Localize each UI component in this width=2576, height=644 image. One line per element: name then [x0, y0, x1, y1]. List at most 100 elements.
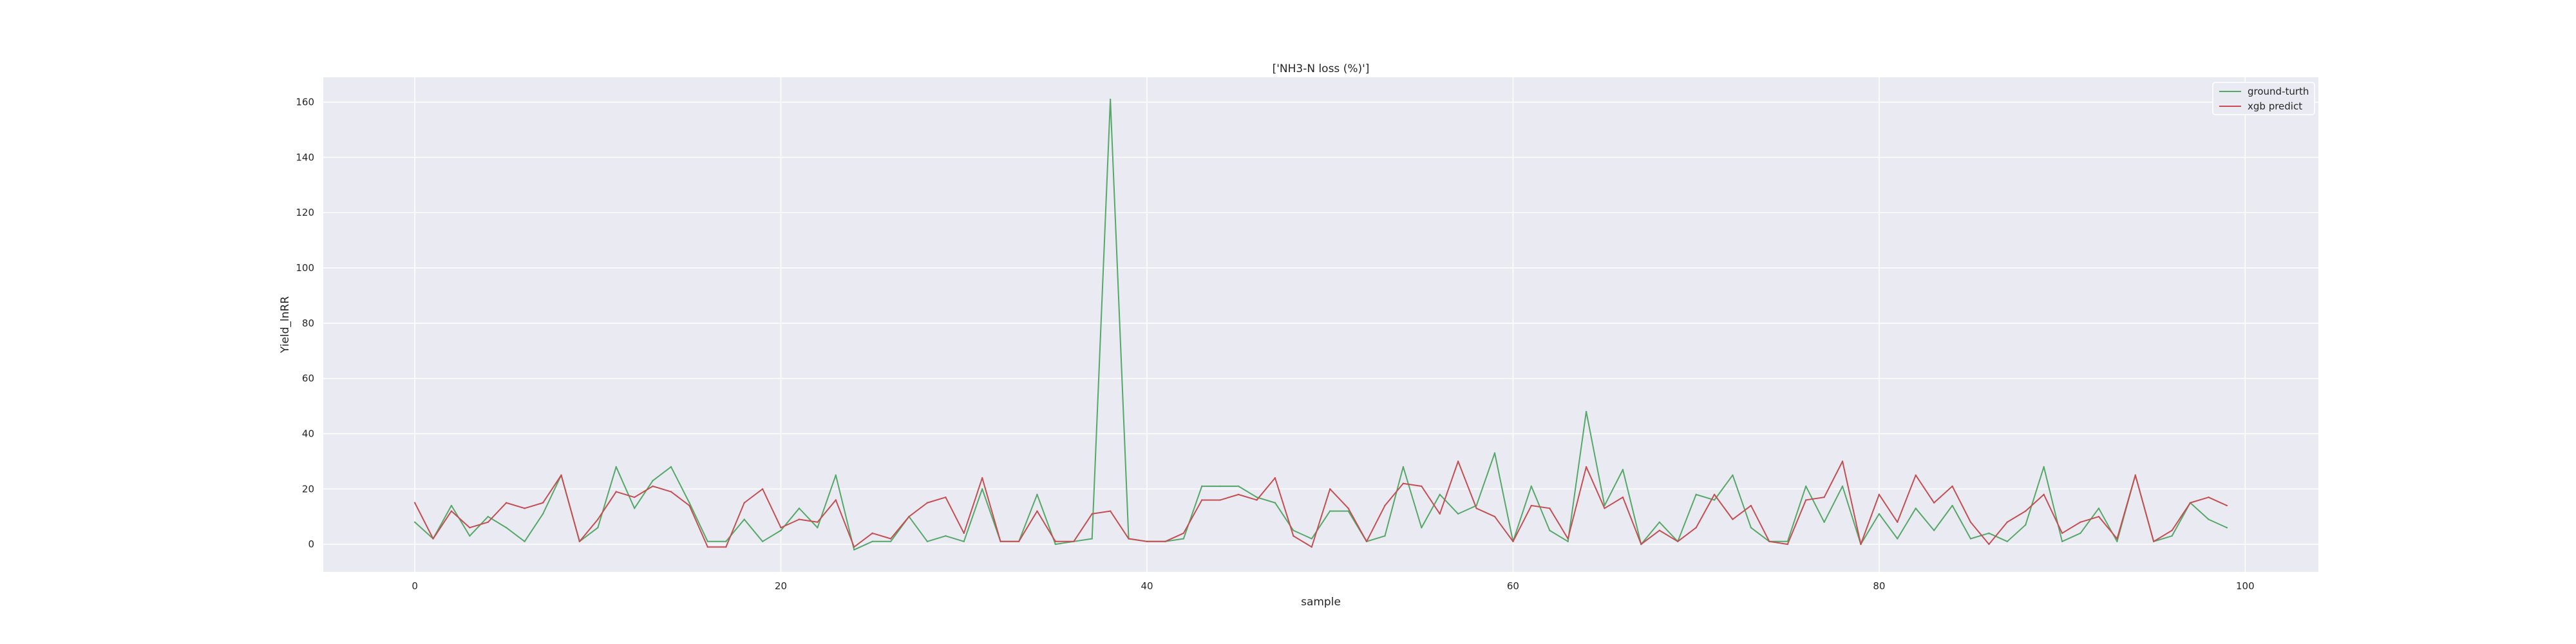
data-point-xgb-predict [1091, 513, 1093, 515]
data-point-xgb-predict [835, 499, 837, 501]
data-point-xgb-predict [506, 502, 507, 504]
data-point-ground-turth [1293, 529, 1294, 531]
data-point-ground-turth [2098, 507, 2100, 509]
data-point-xgb-predict [1567, 538, 1569, 540]
data-point-ground-turth [780, 529, 782, 531]
x-axis-label: sample [1301, 596, 1341, 609]
data-point-xgb-predict [1182, 532, 1185, 535]
data-point-ground-turth [1604, 504, 1605, 507]
data-point-ground-turth [1237, 485, 1240, 488]
data-point-xgb-predict [2208, 496, 2210, 498]
data-point-ground-turth [413, 521, 416, 523]
data-point-xgb-predict [1622, 496, 1624, 498]
x-tick-label: 0 [412, 580, 418, 592]
data-point-ground-turth [615, 466, 617, 468]
grid-lines [323, 77, 2318, 572]
data-point-ground-turth [450, 504, 453, 507]
data-point-xgb-predict [1897, 521, 1899, 523]
data-point-xgb-predict [1493, 515, 1496, 518]
data-point-xgb-predict [578, 540, 581, 543]
data-point-ground-turth [889, 540, 892, 543]
data-point-xgb-predict [1786, 543, 1788, 545]
data-point-xgb-predict [2061, 532, 2063, 535]
data-point-xgb-predict [633, 496, 636, 498]
data-point-ground-turth [963, 540, 965, 543]
data-point-ground-turth [2061, 540, 2063, 543]
data-point-xgb-predict [1951, 485, 1953, 488]
data-point-ground-turth [1841, 485, 1844, 488]
data-point-xgb-predict [2043, 493, 2045, 496]
data-point-ground-turth [1750, 527, 1752, 529]
data-point-xgb-predict [1732, 518, 1734, 520]
data-point-xgb-predict [1677, 540, 1679, 543]
data-point-ground-turth [853, 549, 855, 551]
data-point-xgb-predict [1439, 513, 1441, 515]
data-point-ground-turth [1786, 540, 1788, 543]
data-point-ground-turth [706, 540, 709, 543]
data-point-xgb-predict [1878, 493, 1880, 496]
data-point-xgb-predict [1018, 540, 1020, 543]
data-point-xgb-predict [2116, 538, 2118, 540]
y-tick-label: 120 [296, 207, 314, 218]
data-point-xgb-predict [2153, 540, 2155, 543]
data-point-xgb-predict [1073, 540, 1075, 543]
data-point-ground-turth [1457, 513, 1459, 515]
data-point-xgb-predict [2079, 521, 2081, 523]
data-point-xgb-predict [999, 540, 1001, 543]
data-point-xgb-predict [487, 521, 489, 523]
data-point-ground-turth [1219, 485, 1221, 488]
data-point-ground-turth [1804, 485, 1807, 488]
data-point-ground-turth [2025, 524, 2027, 526]
data-point-xgb-predict [1658, 529, 1661, 531]
data-point-ground-turth [506, 527, 507, 529]
data-point-xgb-predict [889, 538, 892, 540]
data-point-xgb-predict [963, 532, 965, 535]
data-point-ground-turth [670, 466, 672, 468]
data-point-xgb-predict [1036, 510, 1038, 512]
legend-label-ground-turth: ground-turth [2248, 86, 2309, 97]
data-point-xgb-predict [1219, 499, 1221, 501]
data-point-xgb-predict [1109, 510, 1112, 512]
data-point-xgb-predict [560, 474, 562, 477]
data-point-ground-turth [2208, 518, 2210, 520]
data-point-ground-turth [743, 518, 745, 520]
y-tick-label: 80 [302, 317, 314, 329]
data-point-xgb-predict [1750, 504, 1752, 507]
data-point-xgb-predict [450, 510, 453, 512]
data-point-ground-turth [597, 527, 599, 529]
data-point-ground-turth [1823, 521, 1825, 523]
x-tick-label: 60 [1507, 580, 1519, 592]
data-point-ground-turth [1109, 99, 1112, 100]
data-point-xgb-predict [1549, 507, 1551, 509]
data-point-xgb-predict [945, 496, 947, 498]
data-point-xgb-predict [798, 518, 800, 520]
tick-labels: 0 20 40 60 80 100 0 20 40 60 80 100 120 140 160 [296, 97, 2254, 592]
data-point-xgb-predict [615, 491, 617, 493]
data-point-xgb-predict [2098, 515, 2100, 518]
data-point-xgb-predict [1402, 482, 1405, 484]
data-point-xgb-predict [1237, 493, 1240, 496]
data-point-xgb-predict [2006, 521, 2009, 523]
data-point-ground-turth [688, 502, 690, 504]
chart-title: ['NH3-N loss (%)'] [1273, 62, 1370, 75]
data-point-ground-turth [2079, 532, 2081, 535]
data-point-ground-turth [1695, 493, 1697, 496]
data-point-xgb-predict [1421, 485, 1423, 488]
data-point-xgb-predict [652, 485, 654, 488]
data-point-ground-turth [1897, 538, 1899, 540]
data-point-ground-turth [981, 488, 983, 490]
data-point-xgb-predict [670, 491, 672, 493]
data-point-ground-turth [1713, 499, 1716, 501]
data-point-xgb-predict [1585, 466, 1587, 468]
data-point-xgb-predict [524, 507, 526, 509]
y-tick-label: 20 [302, 483, 314, 495]
data-point-xgb-predict [1146, 540, 1148, 543]
x-tick-label: 20 [775, 580, 787, 592]
data-point-ground-turth [1658, 521, 1661, 523]
data-point-ground-turth [633, 507, 636, 509]
data-point-ground-turth [1274, 502, 1276, 504]
data-point-ground-turth [2171, 535, 2173, 537]
data-point-xgb-predict [1365, 540, 1368, 543]
data-point-xgb-predict [1604, 507, 1605, 509]
